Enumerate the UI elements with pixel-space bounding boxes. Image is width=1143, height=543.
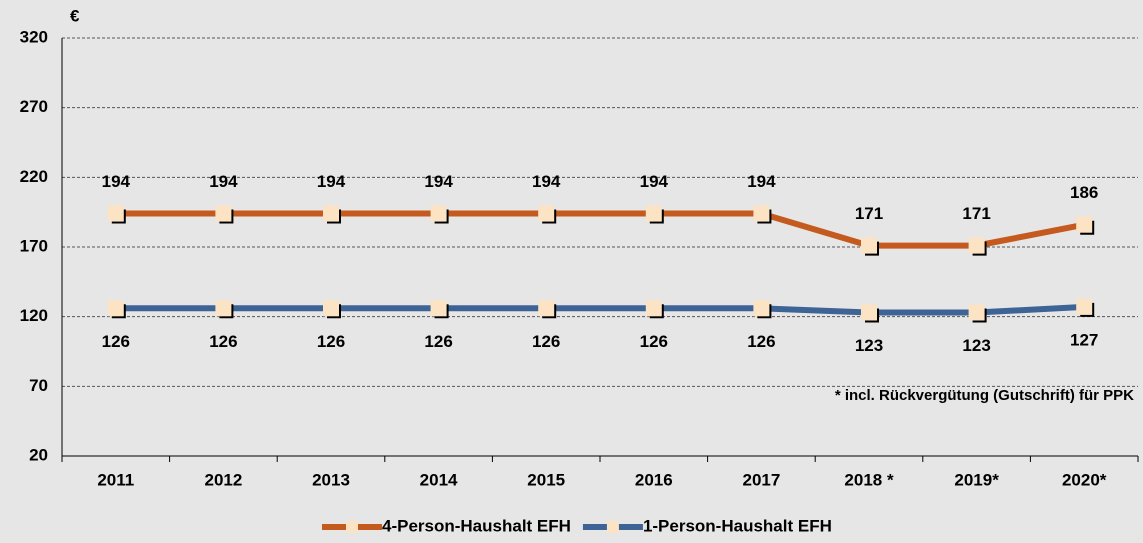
data-label: 194 [532,172,561,191]
marker [323,300,339,317]
marker [323,205,339,222]
marker [215,300,232,317]
data-label: 126 [640,332,668,351]
data-label: 126 [747,332,775,351]
y-tick-label: 170 [20,236,48,255]
marker [645,205,662,222]
data-label: 194 [209,172,238,191]
y-tick-label: 270 [20,97,48,116]
y-tick-label: 20 [29,445,48,464]
data-label: 194 [747,172,776,191]
marker [215,205,232,222]
y-tick-label: 220 [20,167,48,186]
legend-label: 1-Person-Haushalt EFH [643,516,832,535]
y-tick-label: 120 [20,306,48,325]
x-tick-label: 2019* [954,470,999,489]
data-label: 186 [1070,183,1098,202]
data-label: 194 [317,172,346,191]
x-tick-label: 2020* [1062,470,1107,489]
x-tick-label: 2016 [635,470,673,489]
y-tick-label: 70 [29,376,48,395]
y-tick-label: 320 [20,27,48,46]
x-tick-label: 2011 [97,470,134,489]
marker [861,304,877,321]
data-label: 126 [532,332,560,351]
marker [538,205,555,222]
legend-marker [346,521,358,533]
x-tick-label: 2017 [742,470,780,489]
marker [430,205,447,222]
data-label: 171 [962,204,990,223]
x-tick-label: 2015 [527,470,565,489]
data-label: 126 [424,332,452,351]
data-label: 123 [962,336,990,355]
marker [107,205,124,222]
data-label: 126 [102,332,130,351]
data-label: 123 [855,336,883,355]
marker [107,300,124,317]
marker [538,300,555,317]
marker [968,237,985,254]
data-label: 126 [209,332,237,351]
annotation: * incl. Rückvergütung (Gutschrift) für P… [835,387,1134,404]
line [115,303,1085,316]
data-label: 194 [102,172,131,191]
marker [1076,298,1093,315]
legend-marker [606,521,619,533]
marker [753,300,770,317]
legend-label: 4-Person-Haushalt EFH [382,516,571,535]
marker [1076,216,1093,233]
y-axis-label: € [70,6,80,25]
data-label: 194 [424,172,453,191]
x-tick-label: 2012 [204,470,242,489]
data-label: 126 [317,332,345,351]
x-tick-label: 2014 [420,470,458,489]
marker [645,300,662,317]
line [115,210,1085,249]
marker [861,237,877,254]
marker [968,304,985,321]
data-label: 171 [855,204,883,223]
marker [430,300,447,317]
data-label: 127 [1070,330,1098,349]
data-label: 194 [640,172,669,191]
x-tick-label: 2018 * [844,470,894,489]
x-tick-label: 2013 [312,470,350,489]
marker [753,205,770,222]
